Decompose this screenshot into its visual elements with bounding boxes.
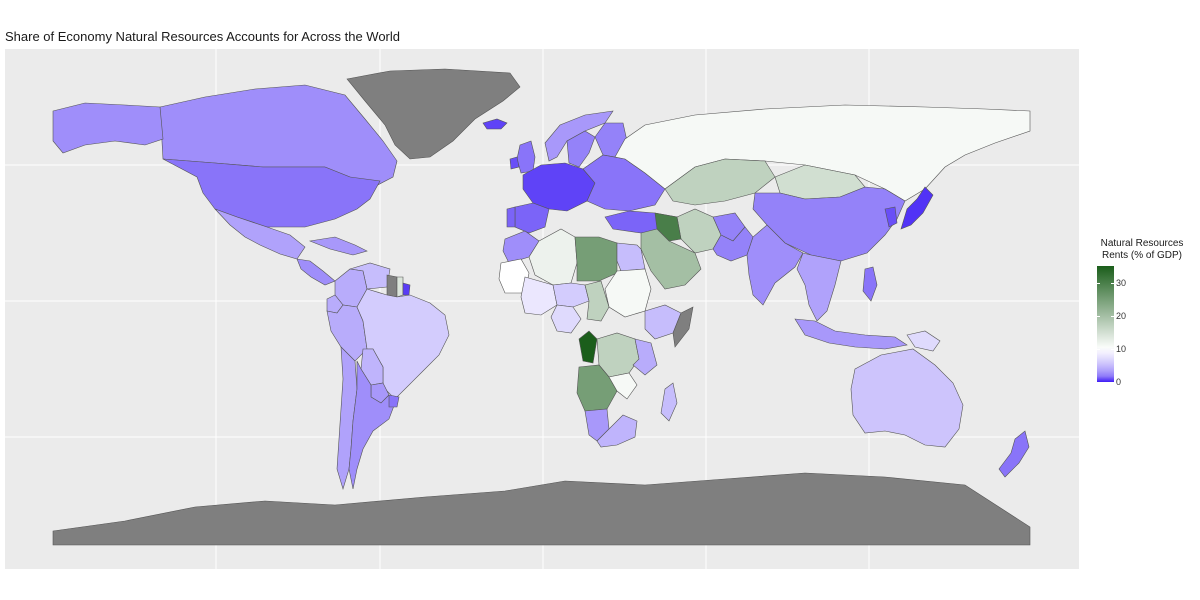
region-algeria xyxy=(528,228,578,286)
region-argentina xyxy=(348,360,396,490)
region-guyana xyxy=(386,274,398,298)
legend-title-line1: Natural Resources xyxy=(1100,238,1184,249)
legend-tick-mark xyxy=(1111,348,1114,350)
region-uruguay xyxy=(388,394,400,408)
region-indonesia xyxy=(794,318,908,350)
region-antarctica xyxy=(52,472,1031,546)
region-nigeria xyxy=(550,304,582,334)
region-norway xyxy=(544,110,614,162)
legend-tick-mark xyxy=(1097,315,1100,317)
region-iceland xyxy=(482,118,508,130)
region-angola xyxy=(576,364,618,412)
region-spain xyxy=(514,202,550,234)
legend-tick-mark xyxy=(1111,315,1114,317)
legend-tick-mark xyxy=(1111,282,1114,284)
region-portugal xyxy=(506,206,516,228)
legend-tick-mark xyxy=(1097,382,1100,383)
map-panel xyxy=(5,49,1079,569)
region-south-africa xyxy=(596,414,638,448)
legend-colorbar xyxy=(1097,266,1114,382)
legend-tick-label: 20 xyxy=(1116,310,1127,321)
region-sudan xyxy=(604,268,652,318)
region-japan xyxy=(900,186,934,230)
region-central-america xyxy=(296,258,336,286)
region-sweden xyxy=(566,130,596,168)
region-caribbean xyxy=(308,236,368,256)
legend-title-line2: Rents (% of GDP) xyxy=(1101,250,1183,261)
region-new-zealand xyxy=(998,430,1030,478)
region-greenland xyxy=(346,68,521,160)
region-iraq xyxy=(654,212,682,242)
legend-tick-mark xyxy=(1111,382,1114,383)
world-map xyxy=(5,49,1079,569)
legend-title: Natural Resources Rents (% of GDP) xyxy=(1090,238,1194,262)
region-united-states xyxy=(162,158,381,228)
region-alaska xyxy=(52,102,164,154)
legend-tick-label: 0 xyxy=(1116,377,1122,387)
region-australia xyxy=(850,348,964,448)
legend-tick-mark xyxy=(1097,282,1100,284)
region-suriname xyxy=(396,276,404,298)
region-saudi-arabia xyxy=(640,228,702,290)
region-congo xyxy=(578,330,598,364)
region-papua-new-guinea xyxy=(906,330,941,352)
region-ireland xyxy=(509,156,520,170)
region-somalia xyxy=(672,306,694,348)
region-french-guiana xyxy=(402,282,411,296)
region-india xyxy=(746,224,804,306)
region-southeast-asia xyxy=(796,252,842,322)
region-philippines xyxy=(862,266,878,302)
legend-tick-label: 10 xyxy=(1116,343,1127,354)
region-kazakhstan xyxy=(664,158,776,206)
legend-tick-label: 30 xyxy=(1116,277,1127,288)
region-libya xyxy=(574,236,618,282)
region-tanzania xyxy=(632,338,658,376)
region-chile xyxy=(336,346,358,491)
region-niger xyxy=(552,282,590,308)
color-legend: Natural Resources Rents (% of GDP) 30 20 1… xyxy=(1090,238,1200,387)
region-zambia xyxy=(608,372,638,400)
region-chad xyxy=(584,280,610,322)
region-united-kingdom xyxy=(516,140,536,174)
map-title: Share of Economy Natural Resources Accou… xyxy=(5,29,400,44)
region-madagascar xyxy=(660,382,678,422)
legend-tick-mark xyxy=(1097,348,1100,350)
region-korea xyxy=(884,206,898,228)
